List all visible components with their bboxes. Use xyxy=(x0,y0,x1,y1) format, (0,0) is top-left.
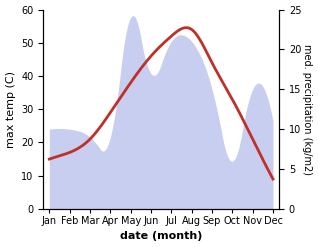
X-axis label: date (month): date (month) xyxy=(120,231,202,242)
Y-axis label: max temp (C): max temp (C) xyxy=(5,71,16,148)
Y-axis label: med. precipitation (kg/m2): med. precipitation (kg/m2) xyxy=(302,44,313,175)
